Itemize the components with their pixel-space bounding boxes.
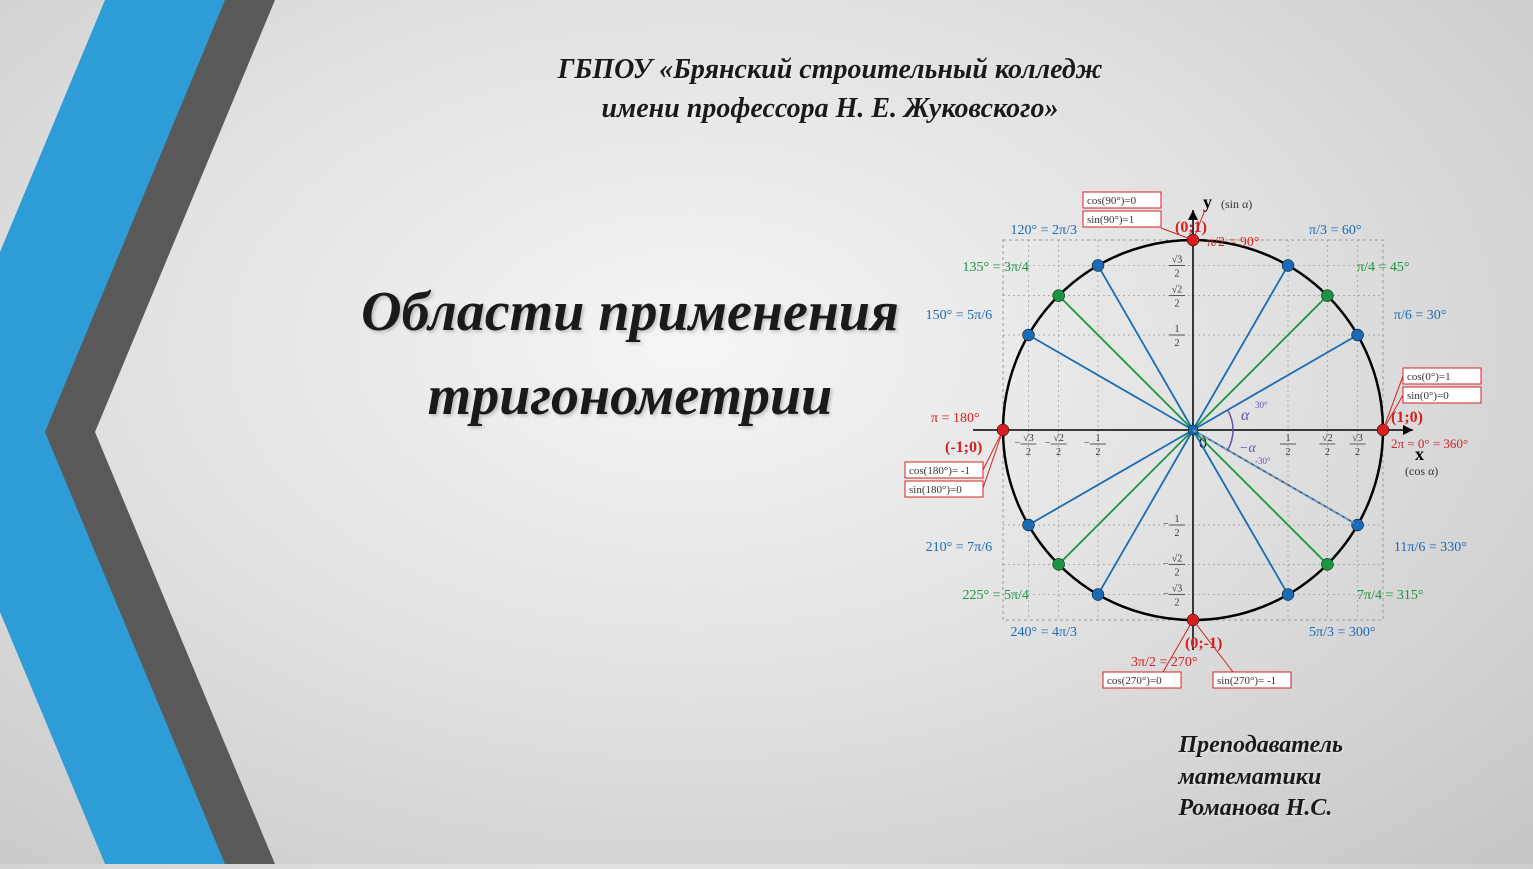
header-line2: имени профессора Н. Е. Жуковского» bbox=[380, 89, 1280, 128]
main-title: Области применения тригонометрии bbox=[350, 270, 910, 438]
svg-text:−: − bbox=[1084, 438, 1090, 449]
svg-text:3π/2 = 270°: 3π/2 = 270° bbox=[1131, 655, 1197, 670]
svg-text:150° = 5π/6: 150° = 5π/6 bbox=[926, 308, 992, 323]
teacher-info: Преподаватель математики Романова Н.С. bbox=[1178, 730, 1343, 824]
svg-text:2: 2 bbox=[1175, 268, 1180, 279]
svg-text:2: 2 bbox=[1325, 447, 1330, 458]
teacher-line3: Романова Н.С. bbox=[1178, 793, 1343, 824]
svg-text:2: 2 bbox=[1175, 338, 1180, 349]
svg-text:π/4 = 45°: π/4 = 45° bbox=[1357, 260, 1409, 275]
svg-text:cos(90°)=0: cos(90°)=0 bbox=[1087, 195, 1137, 207]
svg-text:π/3 = 60°: π/3 = 60° bbox=[1309, 223, 1361, 238]
svg-text:(0;1): (0;1) bbox=[1175, 219, 1207, 236]
svg-text:π = 180°: π = 180° bbox=[931, 411, 980, 426]
chevron-gray bbox=[0, 0, 275, 864]
svg-text:-30°: -30° bbox=[1255, 456, 1271, 466]
svg-text:√2: √2 bbox=[1172, 553, 1183, 564]
svg-text:2: 2 bbox=[1175, 598, 1180, 609]
svg-text:√3: √3 bbox=[1023, 433, 1034, 444]
svg-text:−: − bbox=[1163, 519, 1169, 530]
svg-text:−: − bbox=[1163, 589, 1169, 600]
svg-text:−: − bbox=[1163, 558, 1169, 569]
svg-text:2: 2 bbox=[1175, 299, 1180, 310]
svg-text:(0;-1): (0;-1) bbox=[1185, 635, 1222, 652]
svg-text:sin(180°)=0: sin(180°)=0 bbox=[909, 484, 962, 496]
svg-text:π/6 = 30°: π/6 = 30° bbox=[1394, 308, 1446, 323]
svg-text:cos(0°)=1: cos(0°)=1 bbox=[1407, 371, 1451, 383]
svg-text:2: 2 bbox=[1286, 447, 1291, 458]
svg-text:210° = 7π/6: 210° = 7π/6 bbox=[926, 540, 992, 555]
svg-text:135° = 3π/4: 135° = 3π/4 bbox=[962, 260, 1028, 275]
svg-text:sin(0°)=0: sin(0°)=0 bbox=[1407, 390, 1449, 402]
svg-text:225° = 5π/4: 225° = 5π/4 bbox=[962, 588, 1028, 603]
svg-text:7π/4 = 315°: 7π/4 = 315° bbox=[1357, 588, 1423, 603]
svg-text:(sin α): (sin α) bbox=[1221, 197, 1252, 211]
institution-header: ГБПОУ «Брянский строительный колледж име… bbox=[380, 50, 1280, 128]
svg-text:π/2 = 90°: π/2 = 90° bbox=[1207, 235, 1259, 250]
svg-text:30°: 30° bbox=[1255, 400, 1268, 410]
svg-text:11π/6 = 330°: 11π/6 = 330° bbox=[1394, 540, 1467, 555]
svg-text:√3: √3 bbox=[1172, 254, 1183, 265]
svg-text:(cos α): (cos α) bbox=[1405, 464, 1438, 478]
svg-text:2: 2 bbox=[1175, 567, 1180, 578]
svg-text:1: 1 bbox=[1096, 433, 1101, 444]
svg-text:√3: √3 bbox=[1172, 584, 1183, 595]
svg-text:1: 1 bbox=[1175, 514, 1180, 525]
svg-text:240° = 4π/3: 240° = 4π/3 bbox=[1011, 625, 1077, 640]
svg-text:cos(270°)=0: cos(270°)=0 bbox=[1107, 675, 1162, 687]
svg-text:−: − bbox=[1045, 438, 1051, 449]
svg-text:√2: √2 bbox=[1172, 285, 1183, 296]
svg-text:2: 2 bbox=[1355, 447, 1360, 458]
svg-text:5π/3 = 300°: 5π/3 = 300° bbox=[1309, 625, 1375, 640]
svg-text:sin(90°)=1: sin(90°)=1 bbox=[1087, 214, 1134, 226]
svg-text:y: y bbox=[1203, 192, 1212, 212]
header-line1: ГБПОУ «Брянский строительный колледж bbox=[380, 50, 1280, 89]
svg-text:2π = 0° = 360°: 2π = 0° = 360° bbox=[1391, 436, 1468, 451]
chevron-blue bbox=[0, 0, 225, 864]
svg-text:√2: √2 bbox=[1053, 433, 1064, 444]
svg-text:2: 2 bbox=[1026, 447, 1031, 458]
teacher-line1: Преподаватель bbox=[1178, 730, 1343, 761]
teacher-line2: математики bbox=[1178, 762, 1343, 793]
decorative-chevron bbox=[0, 0, 300, 864]
svg-text:120° = 2π/3: 120° = 2π/3 bbox=[1011, 223, 1077, 238]
svg-text:(-1;0): (-1;0) bbox=[945, 439, 982, 456]
unit-circle-diagram: y(sin α)x(cos α)012121212√22√22√22√22√32… bbox=[893, 140, 1493, 720]
svg-text:(1;0): (1;0) bbox=[1391, 409, 1423, 426]
svg-text:−α: −α bbox=[1239, 441, 1256, 456]
svg-text:2: 2 bbox=[1056, 447, 1061, 458]
svg-text:2: 2 bbox=[1096, 447, 1101, 458]
svg-text:1: 1 bbox=[1175, 324, 1180, 335]
svg-text:√3: √3 bbox=[1352, 433, 1363, 444]
svg-text:−: − bbox=[1014, 438, 1020, 449]
svg-text:cos(180°)= -1: cos(180°)= -1 bbox=[909, 465, 970, 477]
svg-text:2: 2 bbox=[1175, 528, 1180, 539]
svg-text:√2: √2 bbox=[1322, 433, 1333, 444]
svg-text:α: α bbox=[1241, 407, 1250, 424]
svg-text:sin(270°)= -1: sin(270°)= -1 bbox=[1217, 675, 1276, 687]
svg-text:1: 1 bbox=[1286, 433, 1291, 444]
